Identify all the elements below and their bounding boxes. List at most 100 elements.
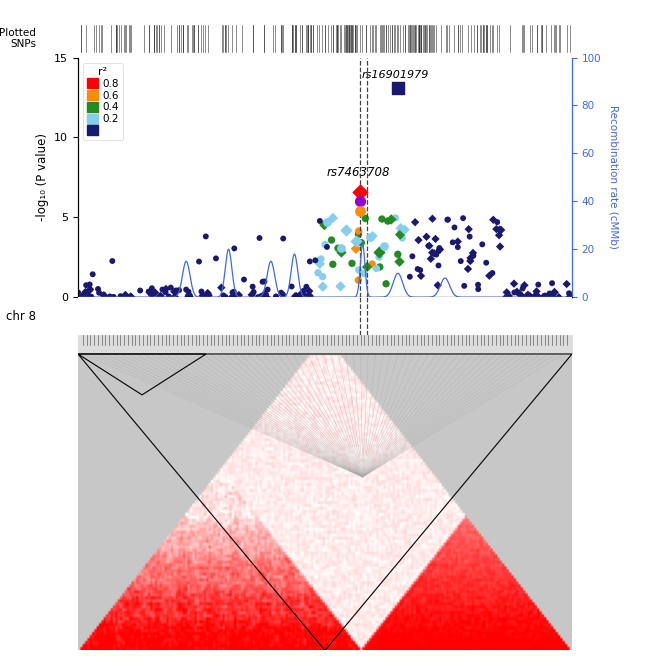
Point [147, 289, 157, 300]
Point [150, 287, 161, 298]
Point [316, 254, 326, 264]
Point [434, 260, 444, 271]
Point [304, 290, 314, 301]
Point [278, 233, 289, 244]
Point [125, 291, 136, 302]
Point [166, 283, 176, 293]
Point [333, 243, 343, 254]
Point [99, 290, 109, 301]
Point [427, 214, 437, 224]
Point [463, 263, 473, 274]
Point [261, 292, 272, 302]
Point [239, 274, 249, 284]
Text: rs7463708: rs7463708 [326, 166, 390, 179]
Point [155, 291, 165, 302]
Point [147, 283, 157, 294]
Point [435, 244, 445, 255]
Point [431, 249, 441, 260]
Point [253, 292, 263, 302]
Point [413, 263, 423, 274]
Point [229, 286, 239, 297]
Point [473, 279, 483, 290]
Point [396, 227, 406, 238]
Point [386, 214, 396, 225]
Point [228, 292, 239, 302]
Point [83, 290, 94, 300]
Point [356, 237, 367, 248]
Point [120, 290, 131, 300]
Point [545, 288, 555, 299]
Point [320, 239, 330, 250]
Point [481, 258, 491, 268]
Point [109, 292, 119, 302]
Point [491, 224, 502, 235]
Point [155, 291, 166, 302]
Point [126, 292, 136, 302]
Point [354, 226, 364, 237]
Point [549, 287, 560, 298]
Point [80, 286, 90, 297]
Point [459, 281, 469, 291]
Point [315, 215, 325, 226]
Point [397, 233, 408, 243]
Point [452, 242, 463, 252]
Point [198, 290, 208, 301]
Point [155, 291, 166, 302]
Point [183, 286, 194, 297]
Point [427, 248, 437, 258]
Point [393, 83, 403, 93]
Point [468, 250, 478, 261]
Point [227, 291, 238, 302]
Point [301, 281, 311, 292]
Point [360, 214, 370, 224]
Point [465, 231, 475, 242]
Point [302, 291, 313, 302]
Point [319, 220, 330, 231]
Point [413, 235, 424, 245]
Point [304, 286, 315, 296]
Point [395, 256, 405, 267]
Point [509, 279, 519, 289]
Point [514, 288, 525, 299]
Point [335, 281, 346, 292]
Point [322, 242, 332, 252]
Point [271, 291, 281, 302]
Point [549, 286, 560, 297]
Y-axis label: -log₁₀ (P value): -log₁₀ (P value) [36, 133, 49, 221]
Point [93, 284, 103, 294]
Point [504, 291, 514, 302]
Point [523, 291, 533, 302]
Point [517, 291, 527, 302]
Point [164, 291, 174, 302]
Point [144, 286, 154, 297]
Point [410, 217, 421, 227]
Point [359, 268, 369, 279]
Y-axis label: Recombination rate (cMMb): Recombination rate (cMMb) [608, 106, 618, 249]
Point [246, 290, 257, 300]
Point [121, 292, 131, 302]
Point [400, 225, 410, 235]
Point [473, 284, 484, 294]
Point [254, 233, 265, 243]
Point [73, 287, 83, 298]
Point [423, 240, 434, 251]
Point [170, 292, 180, 302]
Point [564, 292, 575, 302]
Point [276, 288, 286, 298]
Point [494, 230, 504, 240]
Point [353, 275, 363, 285]
Point [174, 285, 184, 296]
Point [456, 256, 466, 266]
Point [336, 247, 346, 258]
Point [347, 258, 358, 269]
Point [353, 229, 363, 240]
Point [354, 265, 364, 275]
Point [458, 213, 468, 223]
Point [94, 288, 104, 298]
Point [317, 271, 328, 282]
Point [365, 231, 375, 242]
Point [547, 278, 557, 288]
Point [278, 290, 288, 300]
Point [298, 286, 309, 296]
Point [434, 246, 444, 256]
